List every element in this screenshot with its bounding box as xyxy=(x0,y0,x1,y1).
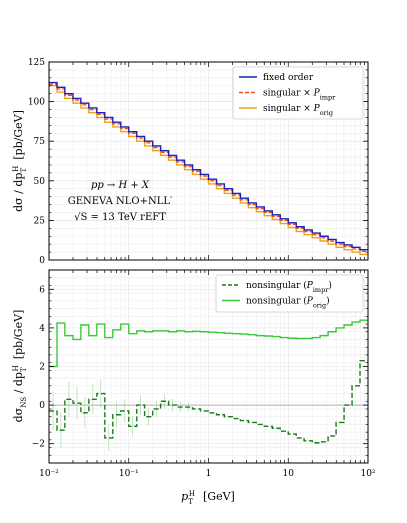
bottom-series-line xyxy=(49,319,368,368)
bottom-x-tick-labels: 10⁻² 10⁻¹ 1 10 10² xyxy=(39,469,376,479)
bottom-y-tick-labels: −2 0 2 4 6 xyxy=(32,285,46,449)
bottom-x-tick-label: 10 xyxy=(283,469,295,479)
annotation-process: pp → H + X xyxy=(91,180,150,191)
top-y-tick-label: 75 xyxy=(34,137,46,147)
top-grid xyxy=(48,61,368,261)
bottom-panel: −2 0 2 4 6 10⁻² 10⁻¹ 1 10 10² dσNS / dpTH[pb/GeV… xyxy=(12,269,376,506)
top-annotation: pp → H + X GENEVA NLO+NLL′ √S = 13 TeV r… xyxy=(68,180,173,223)
top-y-tick-label: 125 xyxy=(28,58,45,68)
bottom-x-axis-label: pTH [GeV] xyxy=(181,490,235,506)
top-y-tick-label: 100 xyxy=(28,98,45,108)
bottom-y-tick-label: 6 xyxy=(39,285,45,295)
bottom-y-tick-label: 4 xyxy=(39,324,45,334)
top-y-tick-label: 25 xyxy=(34,216,46,226)
bottom-series-line xyxy=(49,360,368,444)
top-legend-box xyxy=(232,66,364,120)
top-y-axis-label: dσ / dpTH[pb/GeV] xyxy=(12,110,28,212)
top-series-line xyxy=(49,85,368,256)
bottom-legend-item-label: nonsingular (Pimpr) xyxy=(246,280,332,294)
bottom-y-tick-label: 2 xyxy=(39,363,45,373)
bottom-y-tick-label: 0 xyxy=(39,401,45,411)
top-legend: fixed order singular × Pimpr singular × Po… xyxy=(232,66,364,120)
top-plot-frame xyxy=(48,61,369,261)
top-y-tick-labels: 0 25 50 75 100 125 xyxy=(28,58,45,266)
top-legend-item-label: singular × Pimpr xyxy=(263,89,336,102)
bottom-legend-item-label: nonsingular (Porig) xyxy=(246,296,330,310)
annotation-energy: √S = 13 TeV rEFT xyxy=(74,212,166,223)
top-series-layer xyxy=(49,81,368,256)
bottom-y-tick-label: −2 xyxy=(32,440,45,450)
top-y-tick-label: 50 xyxy=(34,177,46,187)
top-panel: 0 25 50 75 100 125 dσ / dpTH[pb/GeV] fixed or… xyxy=(12,58,369,266)
bottom-legend: nonsingular (Pimpr) nonsingular (Porig) xyxy=(215,274,364,313)
bottom-x-tick-label: 10⁻¹ xyxy=(119,469,139,479)
top-legend-item-label: fixed order xyxy=(263,73,314,83)
bottom-y-axis-label: dσNS / dpTH[pb/GeV] xyxy=(12,310,28,423)
bottom-legend-box xyxy=(215,274,364,313)
top-legend-item-label: singular × Porig xyxy=(263,104,333,117)
bottom-series-layer xyxy=(49,319,368,452)
annotation-geneva: GENEVA NLO+NLL′ xyxy=(68,196,173,207)
top-series-line xyxy=(49,81,368,251)
top-y-tick-label: 0 xyxy=(39,256,45,266)
bottom-x-tick-label: 10² xyxy=(360,469,375,479)
bottom-plot-frame xyxy=(48,269,369,464)
bottom-x-tick-label: 1 xyxy=(206,469,212,479)
bottom-x-tick-label: 10⁻² xyxy=(39,469,59,479)
